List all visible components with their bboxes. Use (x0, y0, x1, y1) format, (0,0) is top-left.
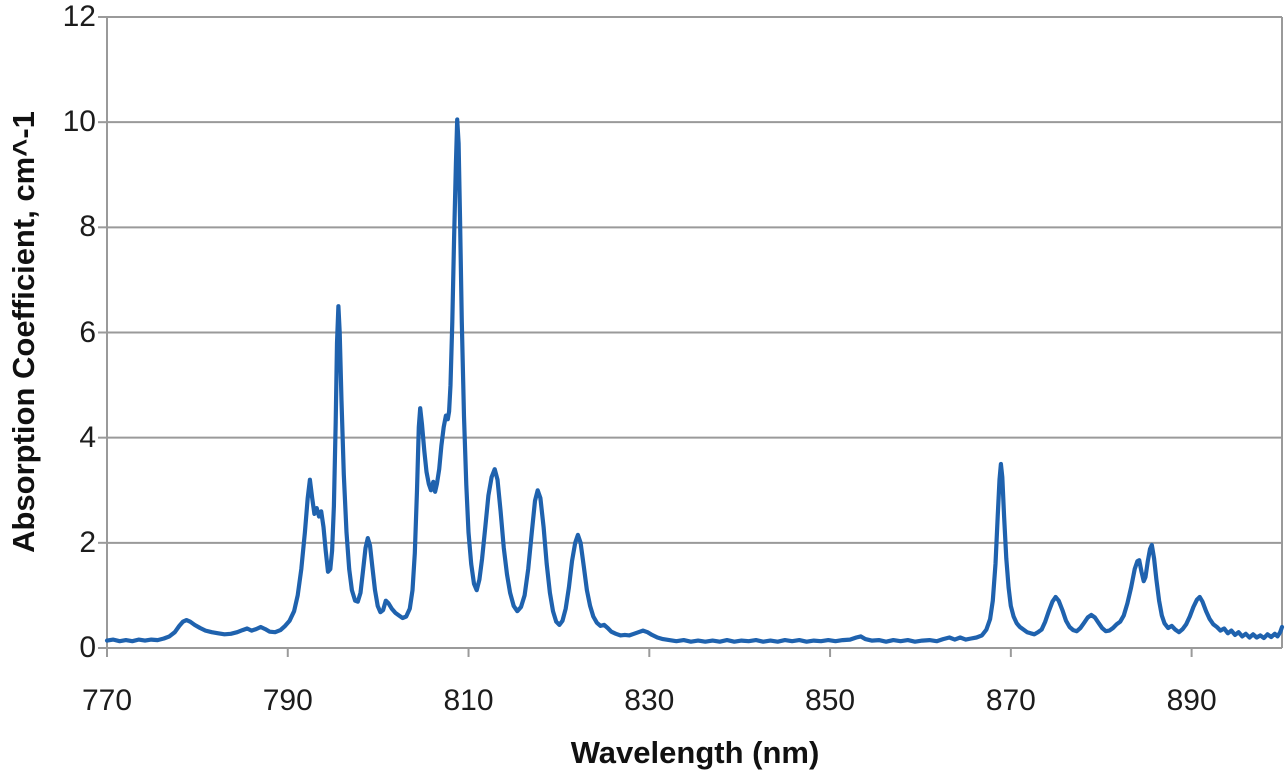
x-tick-label: 890 (1166, 684, 1217, 717)
x-axis-title: Wavelength (nm) (570, 735, 820, 770)
y-tick-label: 0 (79, 631, 96, 664)
y-tick-label: 2 (79, 525, 96, 559)
y-tick-label: 12 (62, 0, 96, 33)
y-tick-label: 10 (62, 105, 96, 139)
x-tick-label: 850 (805, 684, 856, 717)
absorption-series-line (104, 117, 1285, 644)
x-tick-label: 770 (81, 684, 133, 717)
x-tick-label: 790 (262, 684, 313, 717)
x-tick-label: 830 (624, 684, 675, 717)
x-tick-label: 810 (443, 684, 494, 717)
y-tick-label: 6 (79, 315, 96, 349)
x-tick-label: 870 (985, 684, 1036, 717)
y-tick-label: 4 (79, 420, 96, 454)
y-tick-label: 8 (79, 210, 96, 244)
